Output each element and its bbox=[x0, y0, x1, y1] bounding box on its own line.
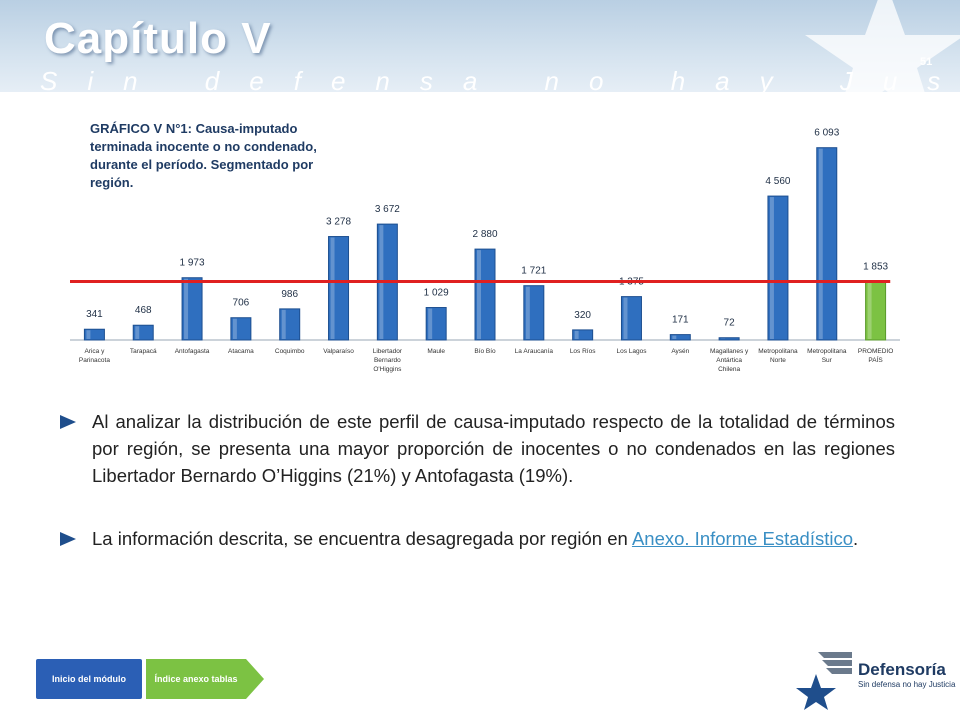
category-label: Antártica bbox=[716, 357, 742, 364]
annex-link[interactable]: Anexo. Informe Estadístico bbox=[631, 528, 854, 549]
category-label: Sur bbox=[822, 357, 833, 364]
data-label: 1 973 bbox=[180, 258, 205, 269]
category-label: Libertador bbox=[373, 348, 403, 355]
bar-highlight bbox=[428, 308, 433, 339]
category-label: PROMEDIO bbox=[858, 348, 893, 355]
bar-highlight bbox=[525, 286, 530, 339]
star-icon bbox=[805, 0, 960, 92]
bar-highlight bbox=[135, 326, 140, 339]
bar-highlight bbox=[818, 148, 823, 339]
data-label: 1 029 bbox=[424, 288, 449, 299]
bar bbox=[816, 147, 838, 341]
bullet-text: Al analizar la distribución de este perf… bbox=[92, 411, 895, 486]
arrow-tip-icon bbox=[246, 659, 264, 699]
bar bbox=[767, 195, 789, 341]
category-label: Maule bbox=[427, 348, 445, 355]
category-label: Los Ríos bbox=[570, 348, 596, 355]
defensoria-logo: Defensoría Sin defensa no hay Justicia bbox=[796, 648, 956, 710]
arrow-bullet-icon bbox=[60, 532, 76, 546]
bar-highlight bbox=[184, 278, 189, 339]
bar-chart: 341 Arica y Parinacota 468 Tarapacá 1 973 Anto… bbox=[70, 128, 900, 373]
bar-highlight bbox=[672, 335, 677, 339]
category-label: Atacama bbox=[228, 348, 254, 355]
category-label: Metropolitana bbox=[807, 348, 847, 355]
category-label: Arica y bbox=[84, 348, 105, 355]
category-label: Tarapacá bbox=[130, 348, 157, 355]
category-label: Chilena bbox=[718, 366, 740, 373]
category-label: Metropolitana bbox=[758, 348, 798, 355]
category-label: Los Lagos bbox=[616, 348, 647, 355]
bar-highlight bbox=[867, 282, 872, 339]
bar bbox=[132, 324, 154, 341]
bar bbox=[474, 248, 496, 341]
data-label: 3 672 bbox=[375, 204, 400, 215]
motto-text: Sin defensa no hay Justicia bbox=[40, 66, 960, 92]
bullet-list: Al analizar la distribución de este perf… bbox=[60, 408, 895, 552]
bar-highlight bbox=[574, 330, 579, 339]
data-label: 468 bbox=[135, 305, 152, 316]
data-label: 986 bbox=[281, 289, 298, 300]
bullet-text-end: . bbox=[853, 528, 859, 549]
bullet-item: La información descrita, se encuentra de… bbox=[60, 525, 895, 552]
bar bbox=[572, 329, 594, 341]
bar-highlight bbox=[623, 297, 628, 339]
bar-highlight bbox=[86, 330, 91, 339]
slide-header: Capítulo V Sin defensa no hay Justicia 5… bbox=[0, 0, 960, 92]
bar-highlight bbox=[330, 237, 335, 339]
bullet-item: Al analizar la distribución de este perf… bbox=[60, 408, 895, 489]
category-label: Coquimbo bbox=[275, 348, 305, 355]
logo-name: Defensoría bbox=[858, 660, 946, 679]
data-label: 72 bbox=[724, 318, 736, 329]
data-label: 1 853 bbox=[863, 262, 888, 273]
page-number: 51 bbox=[920, 56, 933, 68]
data-label: 4 560 bbox=[765, 176, 790, 187]
bar bbox=[279, 308, 301, 341]
category-label: Antofagasta bbox=[175, 348, 210, 355]
bar-highlight bbox=[477, 250, 481, 339]
category-label: Valparaíso bbox=[323, 348, 354, 355]
category-label: Aysén bbox=[671, 348, 689, 355]
bar bbox=[230, 317, 252, 341]
category-label: Norte bbox=[770, 357, 786, 364]
data-label: 341 bbox=[86, 309, 103, 320]
bar bbox=[425, 307, 447, 341]
bullet-text: La información descrita, se encuentra de… bbox=[92, 528, 632, 549]
bar bbox=[620, 296, 642, 341]
home-module-button[interactable]: Inicio del módulo bbox=[36, 659, 142, 699]
category-label: Parinacota bbox=[79, 357, 110, 364]
logo-tagline: Sin defensa no hay Justicia bbox=[858, 680, 956, 689]
category-label: Bío Bío bbox=[474, 348, 496, 355]
bar-highlight bbox=[769, 197, 774, 339]
data-label: 2 880 bbox=[472, 229, 497, 240]
bar bbox=[523, 285, 545, 341]
category-label: PAÍS bbox=[868, 355, 883, 364]
chart-title: GRÁFICO V N°1: Causa-imputado terminada … bbox=[90, 121, 317, 190]
bar-highlight bbox=[232, 318, 237, 339]
category-label: O'Higgins bbox=[373, 366, 402, 373]
bar bbox=[718, 337, 740, 341]
data-label: 6 093 bbox=[814, 128, 839, 139]
data-label: 3 278 bbox=[326, 217, 351, 228]
data-label: 171 bbox=[672, 315, 689, 326]
category-label: Bernardo bbox=[374, 357, 401, 364]
data-label: 1 721 bbox=[521, 266, 546, 277]
bar bbox=[83, 328, 105, 341]
bar bbox=[669, 334, 691, 341]
bar bbox=[328, 236, 350, 341]
arrow-bullet-icon bbox=[60, 415, 76, 429]
bar-highlight bbox=[281, 309, 286, 339]
annex-index-button[interactable]: Índice anexo tablas bbox=[146, 659, 246, 699]
data-label: 320 bbox=[574, 310, 591, 321]
data-label: 706 bbox=[233, 298, 250, 309]
category-label: La Araucanía bbox=[515, 348, 554, 355]
logo-star-icon bbox=[796, 652, 852, 710]
bar bbox=[181, 277, 203, 341]
chapter-title: Capítulo V bbox=[44, 14, 272, 63]
category-label: Magallanes y bbox=[710, 348, 749, 355]
